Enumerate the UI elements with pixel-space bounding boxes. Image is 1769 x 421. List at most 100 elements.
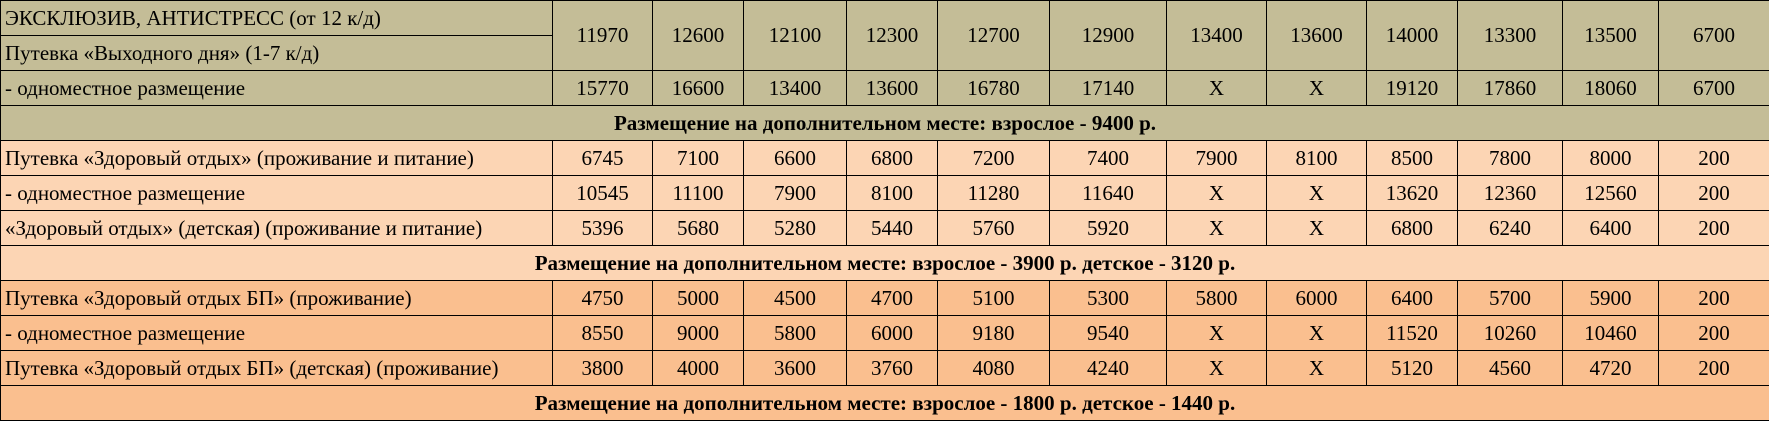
price-cell: 4720 <box>1563 351 1659 386</box>
price-cell: 6700 <box>1659 1 1769 71</box>
price-cell: 11520 <box>1367 316 1458 351</box>
price-cell: 8500 <box>1367 141 1458 176</box>
price-cell: 200 <box>1659 281 1769 316</box>
price-cell: 9540 <box>1050 316 1167 351</box>
price-cell: 12360 <box>1458 176 1563 211</box>
price-cell: 12300 <box>847 1 938 71</box>
price-cell: 5440 <box>847 211 938 246</box>
price-cell: 11970 <box>553 1 653 71</box>
price-cell: 16780 <box>938 71 1050 106</box>
price-cell: 200 <box>1659 141 1769 176</box>
price-cell: 13300 <box>1458 1 1563 71</box>
price-cell: X <box>1267 176 1367 211</box>
price-cell: X <box>1267 71 1367 106</box>
price-cell: 7900 <box>1167 141 1267 176</box>
price-cell: 8100 <box>1267 141 1367 176</box>
price-cell: 5396 <box>553 211 653 246</box>
price-cell: 12100 <box>744 1 847 71</box>
row-label: Путевка «Здоровый отдых БП» (проживание) <box>1 281 553 316</box>
price-cell: 4000 <box>653 351 744 386</box>
price-cell: 8000 <box>1563 141 1659 176</box>
price-cell: X <box>1167 351 1267 386</box>
price-cell: 5280 <box>744 211 847 246</box>
price-cell: 5700 <box>1458 281 1563 316</box>
price-cell: 9180 <box>938 316 1050 351</box>
price-cell: X <box>1267 211 1367 246</box>
extra-bed-note-row: Размещение на дополнительном месте: взро… <box>1 246 1769 281</box>
price-cell: 6600 <box>744 141 847 176</box>
price-cell: 6800 <box>847 141 938 176</box>
price-cell: 6240 <box>1458 211 1563 246</box>
price-cell: 7400 <box>1050 141 1167 176</box>
price-cell: 17860 <box>1458 71 1563 106</box>
price-cell: 5760 <box>938 211 1050 246</box>
price-cell: 10460 <box>1563 316 1659 351</box>
price-cell: 13620 <box>1367 176 1458 211</box>
price-cell: 10545 <box>553 176 653 211</box>
price-cell: 16600 <box>653 71 744 106</box>
price-cell: 8100 <box>847 176 938 211</box>
price-cell: 200 <box>1659 351 1769 386</box>
price-cell: 14000 <box>1367 1 1458 71</box>
price-cell: 6400 <box>1563 211 1659 246</box>
price-cell: 6700 <box>1659 71 1769 106</box>
price-cell: X <box>1167 316 1267 351</box>
price-cell: 5920 <box>1050 211 1167 246</box>
price-cell: 12560 <box>1563 176 1659 211</box>
price-cell: 13400 <box>744 71 847 106</box>
row-label: ЭКСКЛЮЗИВ, АНТИСТРЕСС (от 12 к/д) <box>1 1 553 36</box>
price-cell: 5900 <box>1563 281 1659 316</box>
price-cell: 12600 <box>653 1 744 71</box>
price-cell: 4560 <box>1458 351 1563 386</box>
price-cell: X <box>1267 351 1367 386</box>
table-row: Путевка «Здоровый отдых БП» (детская) (п… <box>1 351 1769 386</box>
price-cell: 200 <box>1659 176 1769 211</box>
row-label: «Здоровый отдых» (детская) (проживание и… <box>1 211 553 246</box>
price-cell: 7900 <box>744 176 847 211</box>
price-cell: 7200 <box>938 141 1050 176</box>
price-cell: 11640 <box>1050 176 1167 211</box>
price-cell: 4080 <box>938 351 1050 386</box>
price-cell: 8550 <box>553 316 653 351</box>
price-cell: 12900 <box>1050 1 1167 71</box>
table-row: «Здоровый отдых» (детская) (проживание и… <box>1 211 1769 246</box>
price-cell: 9000 <box>653 316 744 351</box>
price-cell: 5680 <box>653 211 744 246</box>
price-cell: 6800 <box>1367 211 1458 246</box>
price-cell: X <box>1267 316 1367 351</box>
price-cell: 6000 <box>1267 281 1367 316</box>
price-cell: 6745 <box>553 141 653 176</box>
price-cell: 13600 <box>1267 1 1367 71</box>
price-cell: 10260 <box>1458 316 1563 351</box>
price-cell: 15770 <box>553 71 653 106</box>
price-cell: 4240 <box>1050 351 1167 386</box>
price-cell: 4700 <box>847 281 938 316</box>
row-label: - одноместное размещение <box>1 316 553 351</box>
price-cell: 7100 <box>653 141 744 176</box>
extra-bed-note-row: Размещение на дополнительном месте: взро… <box>1 386 1769 421</box>
price-cell: 4750 <box>553 281 653 316</box>
row-label: Путевка «Выходного дня» (1-7 к/д) <box>1 36 553 71</box>
price-cell: 5100 <box>938 281 1050 316</box>
price-cell: 5800 <box>1167 281 1267 316</box>
table-row: Путевка «Здоровый отдых БП» (проживание)… <box>1 281 1769 316</box>
price-cell: 13600 <box>847 71 938 106</box>
price-cell: 4500 <box>744 281 847 316</box>
extra-bed-note: Размещение на дополнительном месте: взро… <box>1 246 1769 281</box>
extra-bed-note: Размещение на дополнительном месте: взро… <box>1 386 1769 421</box>
price-cell: 5120 <box>1367 351 1458 386</box>
price-cell: 19120 <box>1367 71 1458 106</box>
price-cell: 5800 <box>744 316 847 351</box>
extra-bed-note-row: Размещение на дополнительном месте: взро… <box>1 106 1769 141</box>
price-cell: 12700 <box>938 1 1050 71</box>
price-cell: X <box>1167 71 1267 106</box>
price-cell: 6000 <box>847 316 938 351</box>
table-row: Путевка «Здоровый отдых» (проживание и п… <box>1 141 1769 176</box>
row-label: - одноместное размещение <box>1 71 553 106</box>
price-cell: 11100 <box>653 176 744 211</box>
price-cell: 3800 <box>553 351 653 386</box>
